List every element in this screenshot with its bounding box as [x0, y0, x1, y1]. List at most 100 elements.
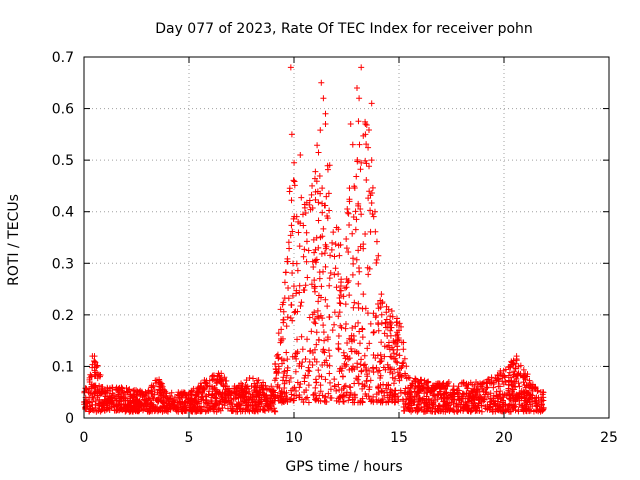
- data-point: [271, 407, 278, 414]
- data-point: [400, 407, 407, 414]
- data-point: [323, 193, 330, 200]
- data-point: [373, 312, 380, 319]
- data-point: [242, 406, 249, 413]
- data-point: [278, 326, 285, 333]
- data-point: [357, 205, 364, 212]
- data-point: [208, 392, 215, 399]
- data-point: [280, 398, 287, 405]
- data-point: [325, 390, 332, 397]
- data-point: [394, 359, 401, 366]
- data-point: [318, 79, 325, 86]
- data-point: [450, 386, 457, 393]
- data-point: [364, 310, 371, 317]
- data-point: [455, 396, 462, 403]
- data-point: [327, 252, 334, 259]
- data-point: [336, 252, 343, 259]
- data-point: [511, 368, 518, 375]
- data-point: [370, 329, 377, 336]
- data-point: [340, 349, 347, 356]
- data-point: [412, 376, 419, 383]
- data-point: [402, 372, 409, 379]
- data-point: [332, 265, 339, 272]
- data-point: [367, 320, 374, 327]
- data-point: [236, 401, 243, 408]
- data-point: [387, 386, 394, 393]
- data-point: [359, 305, 366, 312]
- data-point: [370, 364, 377, 371]
- data-point: [363, 160, 370, 167]
- data-point: [296, 243, 303, 250]
- data-point: [352, 208, 359, 215]
- data-point: [428, 384, 435, 391]
- data-point: [331, 376, 338, 383]
- data-point: [346, 366, 353, 373]
- data-point: [132, 398, 139, 405]
- data-point: [241, 388, 248, 395]
- data-point: [483, 384, 490, 391]
- data-point: [227, 392, 234, 399]
- data-point: [393, 351, 400, 358]
- data-point: [319, 348, 326, 355]
- data-point: [191, 403, 198, 410]
- data-point: [311, 356, 318, 363]
- data-point: [312, 168, 319, 175]
- data-point: [283, 323, 290, 330]
- data-point: [308, 328, 315, 335]
- data-point: [279, 389, 286, 396]
- data-point: [435, 383, 442, 390]
- data-point: [301, 201, 308, 208]
- data-point: [378, 339, 385, 346]
- data-point: [403, 363, 410, 370]
- data-point: [157, 407, 164, 414]
- data-point: [366, 340, 373, 347]
- data-point: [138, 402, 145, 409]
- data-point: [265, 406, 272, 413]
- data-point: [418, 406, 425, 413]
- data-point: [91, 353, 98, 360]
- data-point: [392, 387, 399, 394]
- data-point: [470, 388, 477, 395]
- data-point: [168, 389, 175, 396]
- data-point: [277, 393, 284, 400]
- data-point: [302, 372, 309, 379]
- data-point: [394, 331, 401, 338]
- data-point: [397, 365, 404, 372]
- data-point: [415, 383, 422, 390]
- data-point: [315, 367, 322, 374]
- data-point: [350, 260, 357, 267]
- data-point: [335, 381, 342, 388]
- data-point: [464, 385, 471, 392]
- data-point: [342, 321, 349, 328]
- data-point: [315, 336, 322, 343]
- data-point: [355, 350, 362, 357]
- data-point: [291, 159, 298, 166]
- data-point: [332, 241, 339, 248]
- data-point: [478, 408, 485, 415]
- data-point: [144, 407, 151, 414]
- data-point: [280, 316, 287, 323]
- data-point: [342, 301, 349, 308]
- data-point: [370, 399, 377, 406]
- x-tick-label: 15: [390, 430, 408, 446]
- data-point: [375, 327, 382, 334]
- x-tick-label: 10: [285, 430, 303, 446]
- chart-title: Day 077 of 2023, Rate Of TEC Index for r…: [155, 21, 533, 37]
- data-point: [198, 396, 205, 403]
- data-point: [354, 84, 360, 91]
- data-point: [305, 382, 312, 389]
- data-point: [366, 367, 373, 374]
- data-point: [305, 399, 312, 406]
- data-point: [96, 382, 103, 389]
- data-point: [95, 407, 102, 414]
- data-point: [260, 403, 267, 410]
- data-point: [331, 253, 338, 260]
- data-point: [407, 384, 414, 391]
- data-point: [382, 320, 389, 327]
- data-point: [288, 391, 295, 398]
- data-point: [336, 386, 343, 393]
- data-point: [443, 389, 450, 396]
- data-point: [355, 200, 362, 207]
- data-point: [344, 340, 351, 347]
- data-point: [463, 402, 470, 409]
- data-point: [206, 388, 213, 395]
